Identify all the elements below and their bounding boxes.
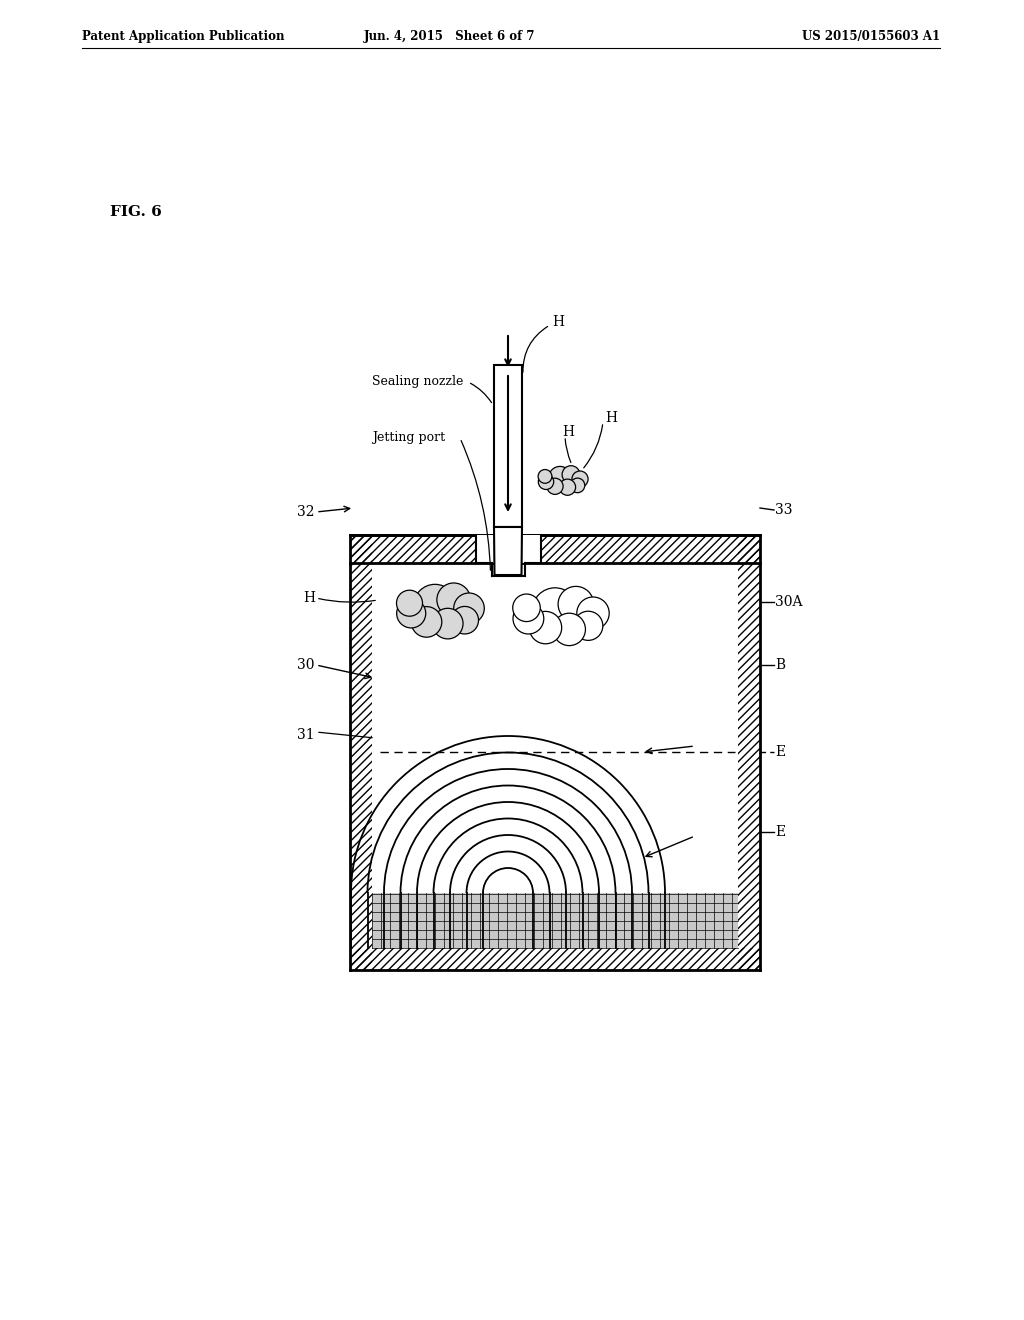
Circle shape: [570, 478, 585, 492]
Text: E: E: [775, 825, 785, 840]
Bar: [350, 535, 372, 970]
Text: B: B: [775, 657, 785, 672]
Text: US 2015/0155603 A1: US 2015/0155603 A1: [802, 30, 940, 44]
Circle shape: [513, 603, 544, 634]
Circle shape: [396, 590, 423, 616]
Circle shape: [558, 586, 594, 622]
Bar: [494, 366, 522, 527]
Circle shape: [577, 597, 609, 630]
Text: Jetting port: Jetting port: [372, 432, 445, 445]
Text: H: H: [552, 315, 564, 329]
Text: H: H: [605, 411, 617, 425]
Circle shape: [454, 593, 484, 623]
Bar: [372, 564, 738, 948]
Circle shape: [559, 479, 575, 495]
Text: Patent Application Publication: Patent Application Publication: [82, 30, 285, 44]
Polygon shape: [494, 527, 522, 576]
Text: Sealing nozzle: Sealing nozzle: [372, 375, 464, 388]
Circle shape: [529, 611, 562, 644]
Text: E: E: [775, 744, 785, 759]
Circle shape: [539, 470, 552, 483]
Bar: [738, 535, 760, 970]
Text: 32: 32: [298, 506, 315, 519]
Bar: [475, 535, 541, 564]
Bar: [350, 948, 760, 970]
Circle shape: [532, 587, 578, 634]
Text: Jun. 4, 2015   Sheet 6 of 7: Jun. 4, 2015 Sheet 6 of 7: [365, 30, 536, 44]
Circle shape: [396, 599, 426, 628]
Circle shape: [549, 466, 571, 490]
Circle shape: [437, 583, 471, 616]
Text: 30A: 30A: [775, 595, 803, 609]
Text: FIG. 6: FIG. 6: [110, 205, 162, 219]
Circle shape: [573, 611, 603, 640]
Circle shape: [547, 478, 563, 495]
Bar: [350, 535, 760, 564]
Circle shape: [414, 585, 457, 627]
Circle shape: [412, 607, 441, 638]
Text: 33: 33: [775, 503, 793, 517]
Circle shape: [553, 614, 586, 645]
Circle shape: [432, 609, 463, 639]
Circle shape: [513, 594, 541, 622]
Circle shape: [562, 466, 580, 483]
Text: H: H: [562, 425, 574, 440]
Text: H: H: [303, 591, 315, 605]
Circle shape: [571, 471, 588, 487]
Bar: [372, 894, 738, 948]
Text: 30: 30: [298, 657, 315, 672]
Circle shape: [451, 606, 478, 634]
Circle shape: [539, 474, 554, 490]
Text: 31: 31: [297, 729, 315, 742]
